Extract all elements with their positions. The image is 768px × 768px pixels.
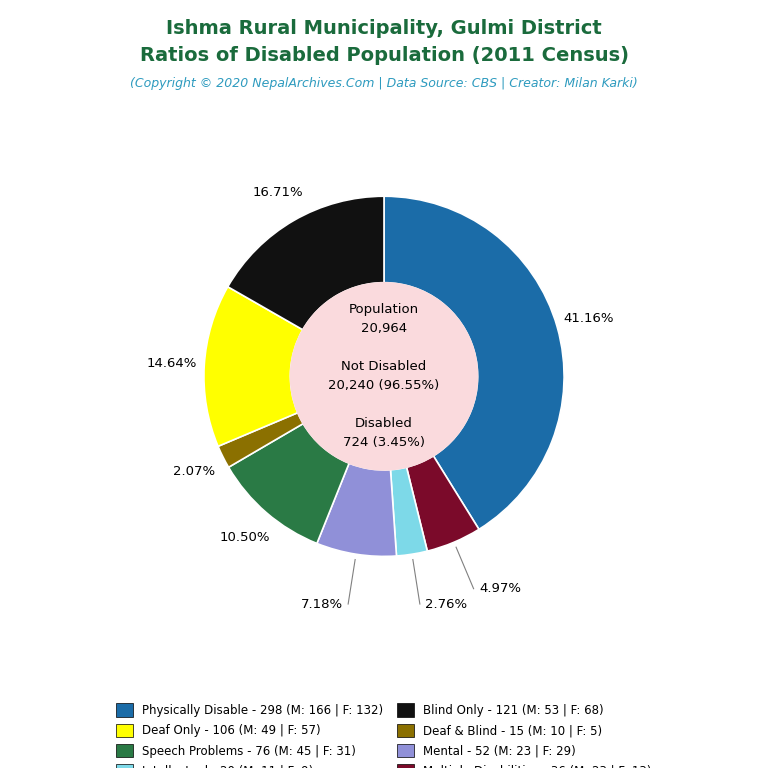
Text: 10.50%: 10.50% — [220, 531, 270, 544]
Wedge shape — [390, 467, 427, 556]
Text: 4.97%: 4.97% — [479, 582, 521, 595]
Text: 14.64%: 14.64% — [147, 357, 197, 370]
Legend: Physically Disable - 298 (M: 166 | F: 132), Deaf Only - 106 (M: 49 | F: 57), Spe: Physically Disable - 298 (M: 166 | F: 13… — [116, 703, 652, 768]
Wedge shape — [218, 412, 303, 467]
Wedge shape — [406, 456, 479, 551]
Text: 7.18%: 7.18% — [300, 598, 343, 611]
Text: 2.07%: 2.07% — [173, 465, 215, 478]
Text: (Copyright © 2020 NepalArchives.Com | Data Source: CBS | Creator: Milan Karki): (Copyright © 2020 NepalArchives.Com | Da… — [130, 77, 638, 90]
Text: 2.76%: 2.76% — [425, 598, 468, 611]
Wedge shape — [384, 197, 564, 529]
Text: 41.16%: 41.16% — [563, 312, 614, 325]
Text: Ratios of Disabled Population (2011 Census): Ratios of Disabled Population (2011 Cens… — [140, 46, 628, 65]
Wedge shape — [317, 463, 396, 556]
Wedge shape — [204, 286, 303, 446]
Circle shape — [290, 283, 478, 470]
Text: Population
20,964

Not Disabled
20,240 (96.55%)

Disabled
724 (3.45%): Population 20,964 Not Disabled 20,240 (9… — [329, 303, 439, 449]
Text: 16.71%: 16.71% — [252, 186, 303, 199]
Wedge shape — [228, 197, 384, 329]
Wedge shape — [229, 424, 349, 544]
Text: Ishma Rural Municipality, Gulmi District: Ishma Rural Municipality, Gulmi District — [166, 19, 602, 38]
